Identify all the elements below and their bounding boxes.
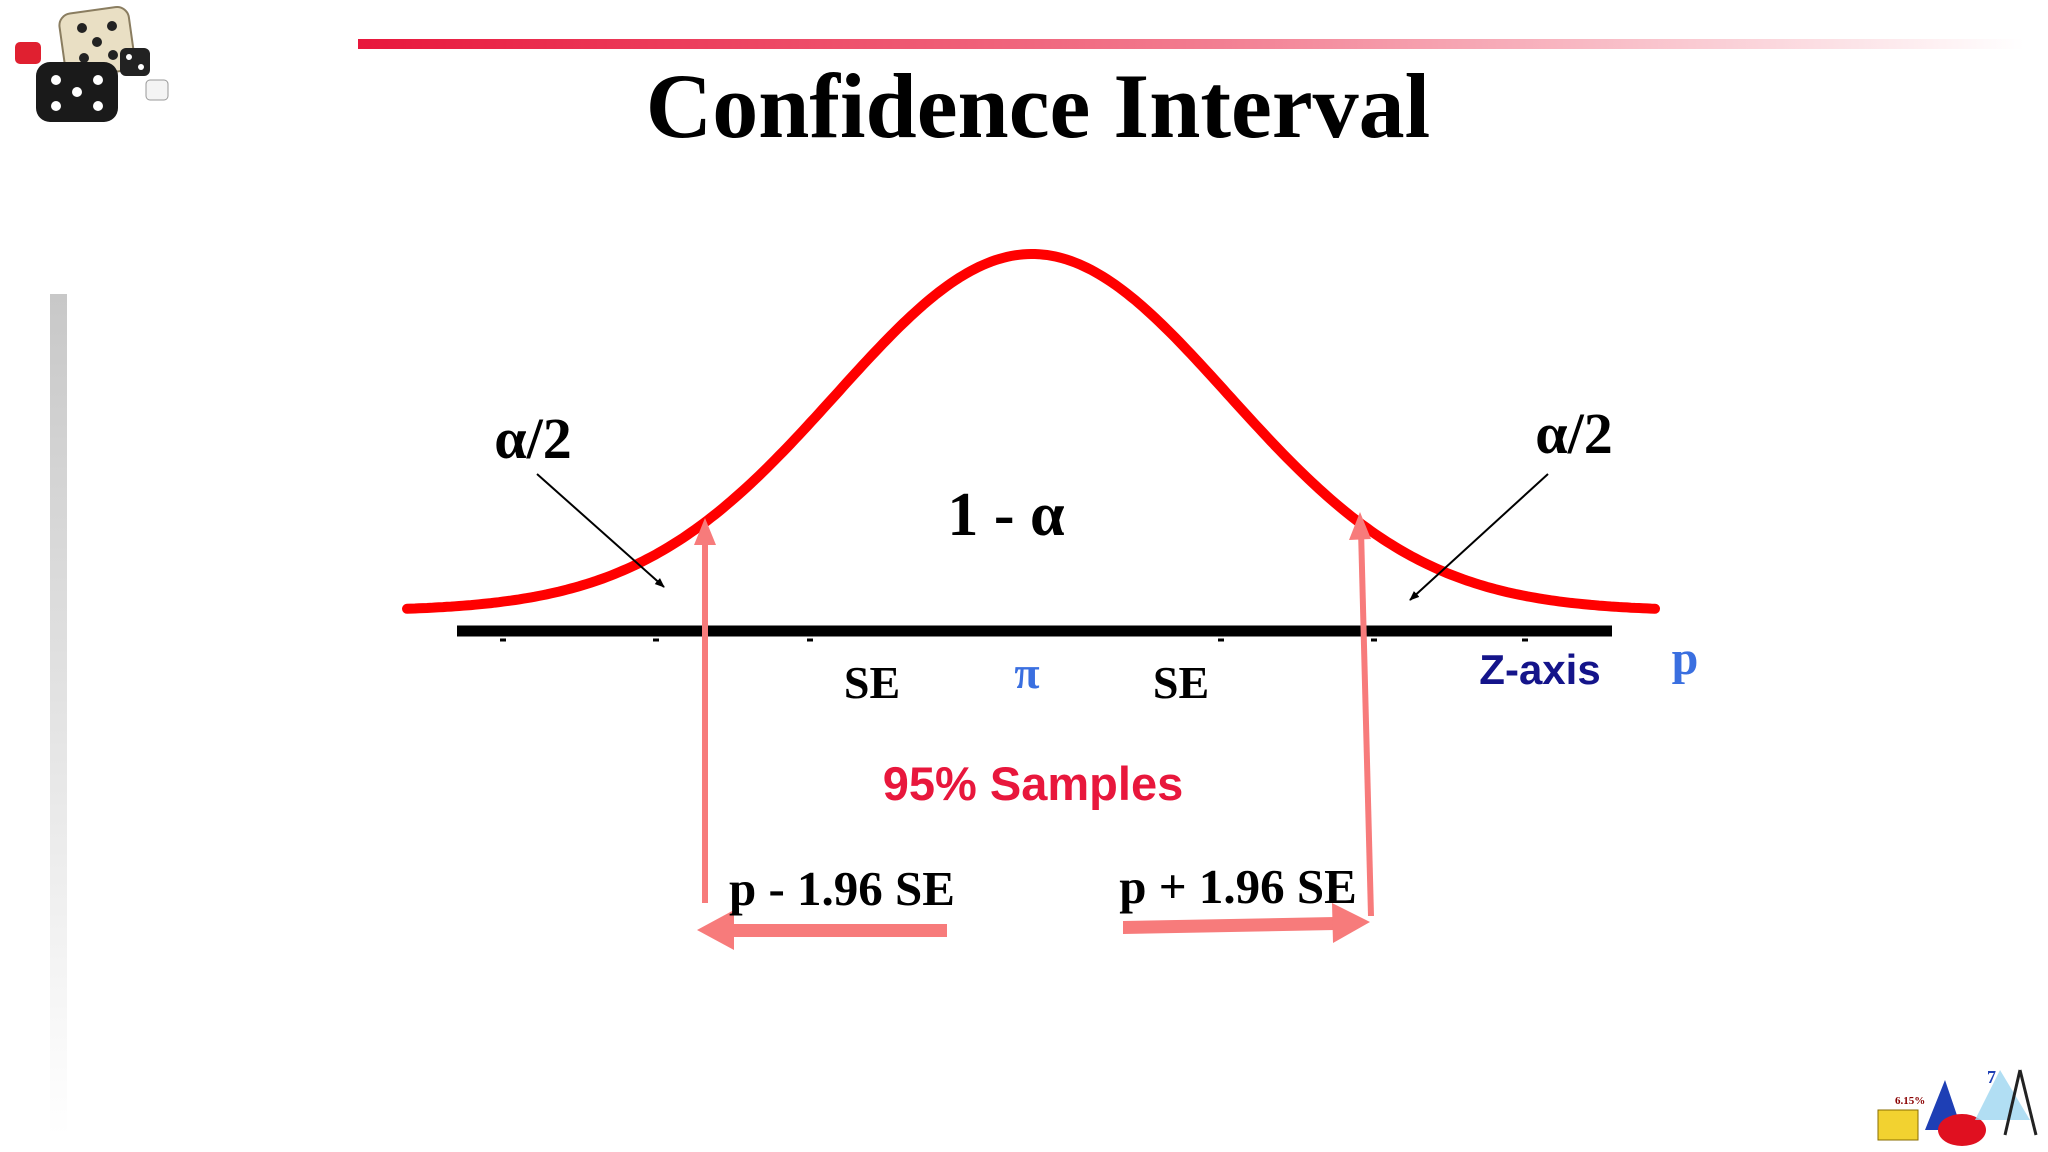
interval-arrows: [694, 512, 1374, 950]
alpha-left-arrow: [536, 473, 665, 588]
bell-curve: [402, 249, 1660, 614]
center-label: 1 - α: [947, 481, 1064, 549]
z-axis-label: Z-axis: [1479, 646, 1600, 693]
se-right: SE: [1153, 657, 1209, 708]
lower-bound: p - 1.96 SE: [729, 861, 955, 916]
logo-number: 7: [1987, 1067, 1996, 1087]
math-logo: 6.15% 7: [1877, 1067, 2038, 1146]
samples-label: 95% Samples: [883, 757, 1183, 810]
upper-bound: p + 1.96 SE: [1119, 859, 1357, 914]
alpha-left: α/2: [494, 406, 571, 471]
alpha-right-arrow: [1409, 473, 1549, 601]
title: Confidence Interval: [646, 55, 1430, 157]
side-bar: [50, 294, 67, 1136]
pi-label: π: [1014, 647, 1039, 698]
logo-percent: 6.15%: [1895, 1095, 1925, 1107]
se-left: SE: [844, 657, 900, 708]
p-label: p: [1672, 632, 1699, 685]
alpha-right: α/2: [1535, 401, 1612, 466]
top-bar: [358, 39, 2024, 49]
dice-logo: [15, 5, 169, 122]
